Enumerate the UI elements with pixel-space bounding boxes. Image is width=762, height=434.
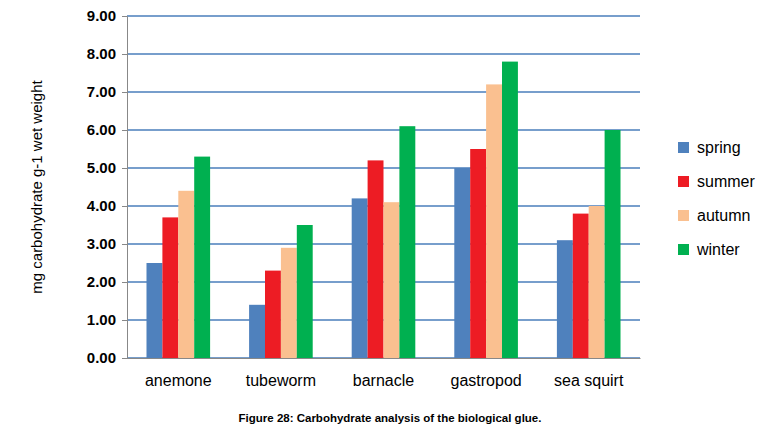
y-tick-label: 0.00 bbox=[87, 349, 116, 366]
legend-item: autumn bbox=[678, 207, 750, 224]
y-tick: 3.00 bbox=[87, 235, 127, 252]
legend-label: winter bbox=[696, 241, 740, 258]
y-tick-label: 9.00 bbox=[87, 7, 116, 24]
x-tick-label: sea squirt bbox=[554, 372, 624, 389]
x-tick: barnacle bbox=[353, 358, 414, 389]
bar bbox=[178, 191, 194, 358]
y-tick-label: 4.00 bbox=[87, 197, 116, 214]
grid-line bbox=[127, 91, 640, 92]
y-axis-title: mg carbohydrate g-1 wet weight bbox=[28, 79, 45, 293]
y-tick-mark bbox=[122, 206, 127, 207]
plot: 0.00 1.00 2.00 3.00 4.00 5.00 6.00 7.00 8.00 9.00… bbox=[87, 7, 641, 389]
bar bbox=[557, 240, 573, 358]
y-tick-mark bbox=[122, 16, 127, 17]
x-tick: anemone bbox=[145, 358, 212, 389]
y-axis-line bbox=[122, 17, 128, 359]
bar bbox=[502, 62, 518, 358]
legend-item: summer bbox=[678, 173, 755, 190]
bar bbox=[249, 305, 265, 358]
y-tick-mark bbox=[122, 320, 127, 321]
x-axis-line bbox=[128, 358, 641, 359]
x-tick-label: barnacle bbox=[353, 372, 414, 389]
y-tick-label: 2.00 bbox=[87, 273, 116, 290]
bar bbox=[194, 157, 210, 358]
x-tick: gastropod bbox=[451, 358, 522, 389]
y-tick: 9.00 bbox=[87, 7, 127, 24]
y-tick-mark bbox=[122, 130, 127, 131]
legend-swatch bbox=[678, 244, 689, 255]
bar bbox=[146, 263, 162, 358]
y-tick: 4.00 bbox=[87, 197, 127, 214]
bars bbox=[146, 62, 620, 358]
bar bbox=[162, 217, 178, 358]
legend: spring summer autumn winter bbox=[678, 139, 755, 258]
y-tick-label: 5.00 bbox=[87, 159, 116, 176]
bar bbox=[605, 130, 621, 358]
legend-label: spring bbox=[697, 139, 741, 156]
y-tick-label: 3.00 bbox=[87, 235, 116, 252]
title: Figure 28: Carbohydrate analysis of the … bbox=[239, 412, 542, 424]
bar bbox=[281, 248, 297, 358]
y-tick: 2.00 bbox=[87, 273, 127, 290]
bar bbox=[454, 168, 470, 358]
y-tick-mark bbox=[122, 282, 127, 283]
bar bbox=[384, 202, 400, 358]
y-tick-mark bbox=[122, 54, 127, 55]
y-tick: 0.00 bbox=[87, 349, 127, 366]
grid-line bbox=[127, 15, 640, 16]
grid-line bbox=[127, 129, 640, 130]
chart: 0.00 1.00 2.00 3.00 4.00 5.00 6.00 7.00 8.00 9.00… bbox=[0, 0, 762, 434]
y-tick-mark bbox=[122, 168, 127, 169]
bar bbox=[486, 84, 502, 358]
legend-swatch bbox=[678, 210, 689, 221]
y-tick-label: 8.00 bbox=[87, 45, 116, 62]
y-tick: 1.00 bbox=[87, 311, 127, 328]
y-tick-mark bbox=[122, 92, 127, 93]
y-tick-label: 7.00 bbox=[87, 83, 116, 100]
y-tick: 6.00 bbox=[87, 121, 127, 138]
x-tick-label: anemone bbox=[145, 372, 212, 389]
bar bbox=[297, 225, 313, 358]
x-tick: tubeworm bbox=[246, 358, 316, 389]
x-axis: anemone tubeworm barnacle gastropod sea squi… bbox=[128, 358, 641, 389]
bar bbox=[265, 271, 281, 358]
bar bbox=[470, 149, 486, 358]
bar bbox=[352, 198, 368, 358]
y-tick-label: 6.00 bbox=[87, 121, 116, 138]
bar bbox=[399, 126, 415, 358]
legend-label: autumn bbox=[697, 207, 750, 224]
legend-swatch bbox=[678, 176, 689, 187]
x-tick: sea squirt bbox=[554, 358, 624, 389]
legend-swatch bbox=[678, 142, 689, 153]
y-tick-mark bbox=[122, 244, 127, 245]
legend-label: summer bbox=[697, 173, 755, 190]
legend-item: spring bbox=[678, 139, 741, 156]
x-tick-label: tubeworm bbox=[246, 372, 316, 389]
y-tick: 7.00 bbox=[87, 83, 127, 100]
x-tick-label: gastropod bbox=[451, 372, 522, 389]
bar bbox=[573, 214, 589, 358]
y-tick: 5.00 bbox=[87, 159, 127, 176]
grid-line bbox=[127, 53, 640, 54]
bar bbox=[368, 160, 384, 358]
y-tick-mark bbox=[122, 358, 127, 359]
bar bbox=[589, 206, 605, 358]
legend-item: winter bbox=[678, 241, 740, 258]
y-axis: 0.00 1.00 2.00 3.00 4.00 5.00 6.00 7.00 8.00 9.00 bbox=[87, 7, 128, 366]
grid bbox=[127, 16, 640, 358]
y-tick: 8.00 bbox=[87, 45, 127, 62]
y-tick-label: 1.00 bbox=[87, 311, 116, 328]
